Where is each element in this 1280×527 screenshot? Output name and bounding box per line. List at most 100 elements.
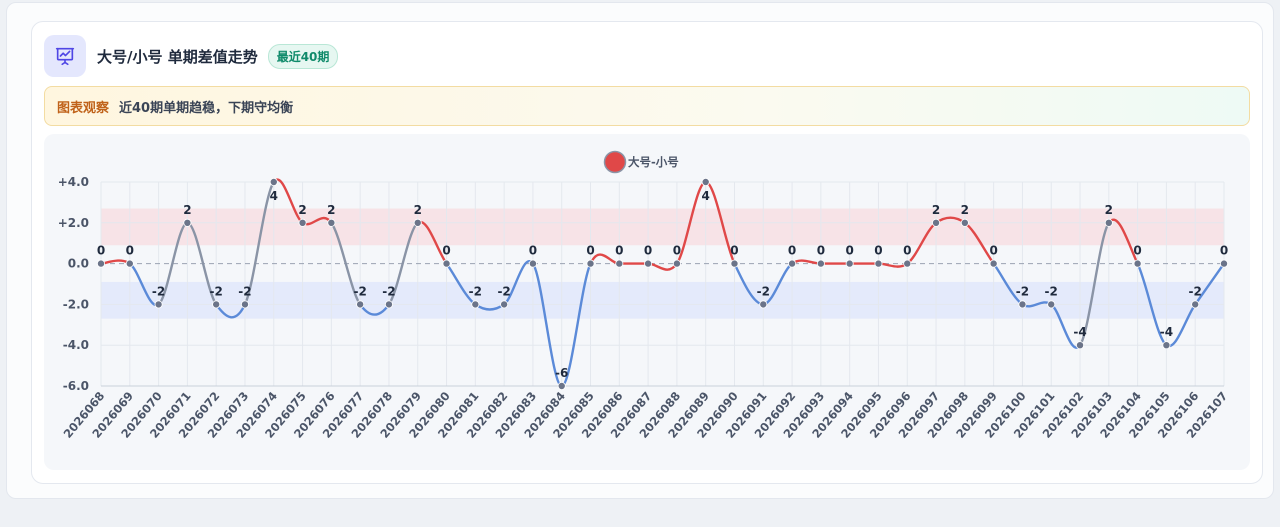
- data-point: [672, 259, 681, 268]
- data-label: 0: [730, 244, 738, 258]
- data-label: 0: [874, 244, 882, 258]
- data-label: -2: [152, 284, 165, 298]
- data-point: [1076, 341, 1085, 350]
- data-point: [730, 259, 739, 268]
- observation-text: 近40期单期趋稳，下期守均衡: [119, 100, 294, 116]
- data-label: 0: [586, 244, 594, 258]
- series-line-segment: [330, 221, 362, 306]
- data-label: 0: [817, 244, 825, 258]
- data-label: 2: [414, 203, 422, 217]
- series-line-segment: [99, 259, 131, 265]
- data-label: 0: [126, 244, 134, 258]
- series-line-segment: [243, 180, 275, 306]
- data-point: [528, 259, 537, 268]
- legend-marker: [603, 150, 627, 174]
- chart-card: 大号/小号 单期差值走势 最近40期 图表观察 近40期单期趋稳，下期守均衡 +…: [31, 21, 1263, 484]
- data-label: 2: [1105, 203, 1113, 217]
- data-point: [1220, 259, 1229, 268]
- data-label: -4: [1160, 325, 1173, 339]
- series-line-segment: [646, 262, 679, 271]
- data-label: -2: [1045, 284, 1058, 298]
- data-point: [960, 218, 969, 227]
- data-label: -2: [469, 284, 482, 298]
- data-label: 0: [644, 244, 652, 258]
- data-label: 2: [961, 203, 969, 217]
- data-label: 0: [97, 244, 105, 258]
- data-label: -2: [382, 284, 395, 298]
- data-label: -2: [497, 284, 510, 298]
- data-point: [1018, 300, 1027, 309]
- series-line-segment: [1078, 221, 1111, 347]
- data-point: [154, 300, 163, 309]
- y-tick-label: -2.0: [63, 297, 89, 311]
- legend-label: 大号-小号: [628, 155, 679, 169]
- data-label: -4: [1073, 325, 1086, 339]
- data-point: [644, 259, 653, 268]
- observation-banner: 图表观察 近40期单期趋稳，下期守均衡: [44, 86, 1250, 126]
- data-point: [989, 259, 998, 268]
- data-label: -2: [1016, 284, 1029, 298]
- data-point: [298, 218, 307, 227]
- data-point: [903, 259, 912, 268]
- data-point: [269, 178, 278, 187]
- data-label: -2: [353, 284, 366, 298]
- data-point: [586, 259, 595, 268]
- data-point: [1133, 259, 1142, 268]
- data-point: [701, 178, 710, 187]
- data-point: [1104, 218, 1113, 227]
- data-point: [500, 300, 509, 309]
- data-label: 2: [298, 203, 306, 217]
- data-point: [183, 218, 192, 227]
- data-label: 0: [615, 244, 623, 258]
- data-point: [816, 259, 825, 268]
- data-label: 0: [903, 244, 911, 258]
- data-label: -2: [238, 284, 251, 298]
- y-tick-label: +2.0: [58, 216, 89, 230]
- data-label: -2: [1189, 284, 1202, 298]
- data-label: 0: [442, 244, 450, 258]
- page-container: 大号/小号 单期差值走势 最近40期 图表观察 近40期单期趋稳，下期守均衡 +…: [6, 2, 1274, 499]
- y-tick-label: -4.0: [63, 338, 89, 352]
- card-header: 大号/小号 单期差值走势 最近40期: [44, 34, 339, 78]
- band-negative: [101, 281, 1224, 319]
- series-line-segment: [531, 262, 563, 388]
- data-label: 2: [327, 203, 335, 217]
- data-label: 4: [270, 189, 278, 203]
- line-chart: +4.0+2.00.0-2.0-4.0-6.020260682026069202…: [58, 150, 1230, 441]
- data-label: -2: [757, 284, 770, 298]
- data-point: [327, 218, 336, 227]
- data-point: [471, 300, 480, 309]
- data-label: -6: [555, 366, 568, 380]
- data-point: [413, 218, 422, 227]
- data-point: [1162, 341, 1171, 350]
- series-line-segment: [387, 221, 419, 306]
- data-label: 0: [673, 244, 681, 258]
- data-label: 2: [932, 203, 940, 217]
- series-line-segment: [560, 262, 592, 388]
- y-tick-label: 0.0: [68, 257, 89, 271]
- data-point: [125, 259, 134, 268]
- observation-label: 图表观察: [57, 100, 110, 116]
- data-label: -2: [210, 284, 223, 298]
- y-tick-label: +4.0: [58, 175, 89, 189]
- series-line-segment: [1136, 262, 1168, 347]
- data-point: [932, 218, 941, 227]
- data-label: 0: [845, 244, 853, 258]
- data-label: 0: [1220, 244, 1228, 258]
- data-label: 0: [989, 244, 997, 258]
- data-point: [615, 259, 624, 268]
- period-badge: 最近40期: [267, 43, 339, 69]
- data-point: [759, 300, 768, 309]
- data-point: [788, 259, 797, 268]
- data-point: [1191, 300, 1200, 309]
- data-point: [212, 300, 221, 309]
- data-point: [1047, 300, 1056, 309]
- presentation-chart-icon: [44, 35, 86, 77]
- data-point: [442, 259, 451, 268]
- data-label: 0: [1133, 244, 1141, 258]
- band-positive: [101, 208, 1224, 246]
- chart-title: 大号/小号 单期差值走势: [97, 47, 258, 66]
- data-point: [97, 259, 106, 268]
- data-point: [557, 381, 566, 390]
- data-label: 4: [702, 189, 710, 203]
